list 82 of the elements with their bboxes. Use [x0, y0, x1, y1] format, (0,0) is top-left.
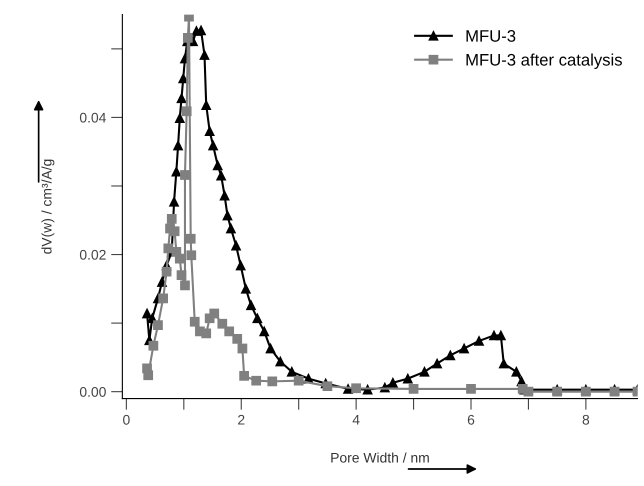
- point: [240, 284, 251, 294]
- point: [174, 254, 185, 264]
- point: [236, 260, 246, 270]
- x-tick-label: 0: [123, 414, 130, 425]
- point: [552, 386, 562, 397]
- point: [208, 140, 218, 150]
- y-tick-label: 0.02: [80, 250, 106, 260]
- point: [158, 294, 168, 304]
- point: [246, 300, 256, 310]
- point: [200, 50, 210, 60]
- point: [166, 214, 177, 224]
- point: [610, 386, 620, 397]
- point: [420, 366, 430, 377]
- point: [148, 340, 158, 351]
- point: [512, 366, 522, 377]
- point: [204, 126, 215, 136]
- point: [238, 344, 248, 354]
- point: [216, 170, 226, 181]
- point: [474, 336, 484, 346]
- point: [239, 371, 249, 381]
- y-axis-title: dV(w) / cm³/A/g: [41, 160, 54, 254]
- x-tick-label: 8: [582, 414, 590, 425]
- point: [408, 384, 418, 394]
- point: [182, 33, 193, 43]
- point: [432, 358, 442, 368]
- point: [209, 308, 220, 318]
- point: [267, 376, 278, 386]
- point: [222, 210, 232, 220]
- point: [173, 140, 183, 150]
- point: [286, 366, 297, 377]
- point: [524, 386, 534, 397]
- point: [231, 240, 241, 250]
- legend-label: MFU-3 after catalysis: [466, 53, 622, 69]
- point: [220, 190, 230, 200]
- point: [402, 374, 413, 384]
- point: [489, 330, 499, 340]
- point: [232, 334, 242, 344]
- point: [169, 196, 179, 207]
- point: [224, 326, 234, 336]
- point: [176, 93, 186, 104]
- point: [143, 370, 154, 380]
- point: [180, 280, 190, 290]
- point: [190, 316, 200, 327]
- point: [252, 313, 262, 324]
- point: [180, 170, 190, 180]
- point: [496, 330, 506, 340]
- point: [294, 376, 304, 386]
- point: [170, 226, 180, 236]
- point: [186, 250, 196, 260]
- point: [259, 326, 270, 336]
- point: [351, 383, 361, 394]
- point: [581, 386, 591, 397]
- y-tick-label: 0.00: [80, 387, 106, 397]
- point: [266, 344, 276, 354]
- point: [498, 358, 509, 368]
- point: [226, 224, 236, 234]
- point: [275, 356, 286, 366]
- x-tick-label: 6: [468, 414, 474, 425]
- point: [201, 100, 212, 110]
- point: [251, 376, 262, 386]
- point: [186, 234, 196, 244]
- legend-label: MFU-3: [466, 30, 516, 42]
- point: [445, 350, 456, 360]
- point: [162, 266, 172, 277]
- y-tick-label: 0.04: [80, 112, 106, 123]
- point: [171, 166, 182, 176]
- point: [142, 308, 152, 318]
- point: [322, 381, 332, 392]
- x-tick-label: 4: [352, 415, 360, 425]
- point: [217, 318, 228, 329]
- point: [153, 320, 163, 330]
- x-tick-label: 2: [238, 414, 244, 425]
- point: [388, 378, 398, 388]
- point: [459, 344, 469, 354]
- point: [201, 328, 212, 338]
- point: [212, 160, 223, 170]
- point: [466, 384, 476, 394]
- x-axis-title: Pore Width / nm: [331, 452, 429, 463]
- point: [178, 73, 188, 84]
- point: [174, 113, 185, 123]
- point: [176, 270, 186, 280]
- point: [182, 106, 192, 116]
